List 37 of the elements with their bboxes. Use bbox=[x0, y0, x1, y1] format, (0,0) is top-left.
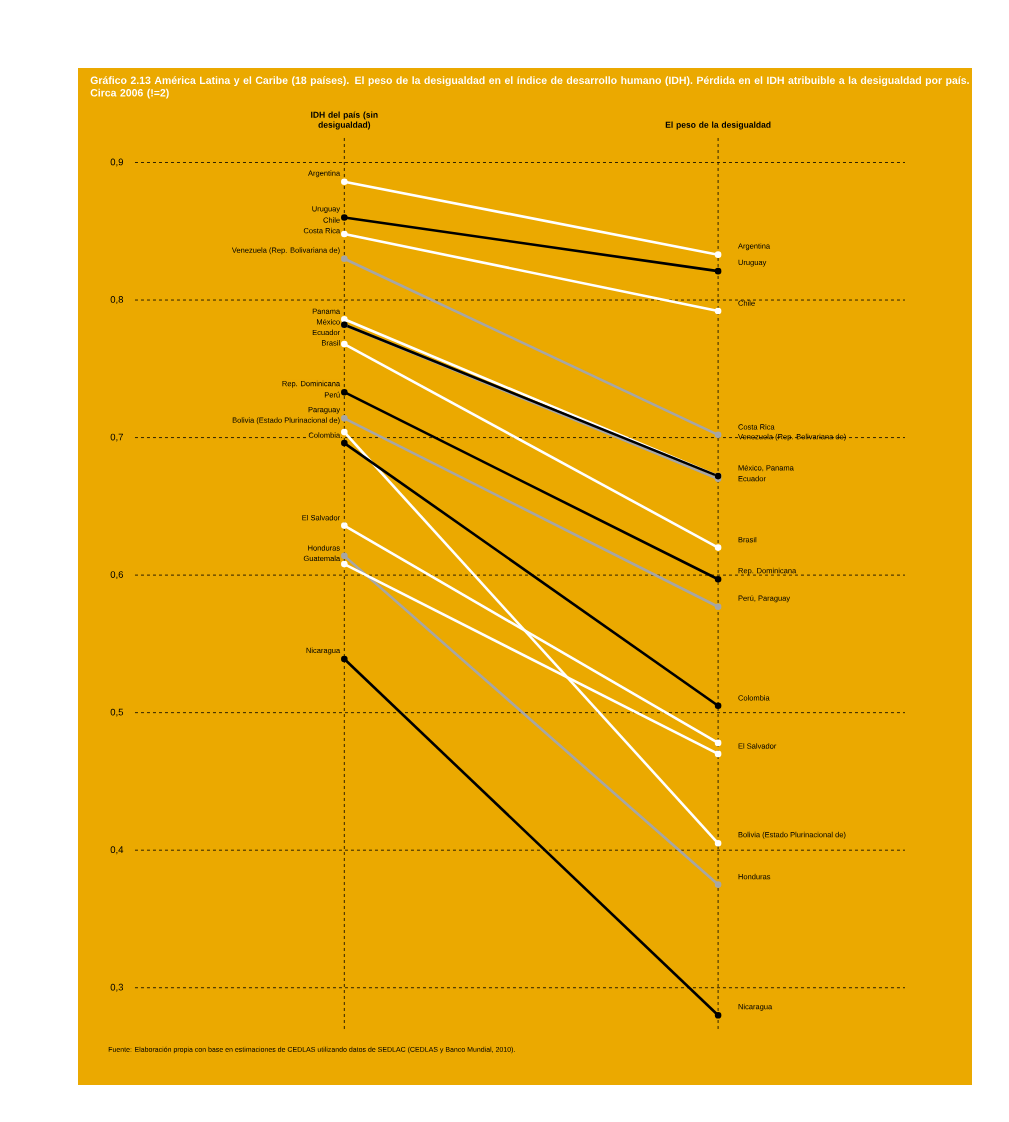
y-tick-label: 0,9 bbox=[110, 158, 124, 167]
chart-title: Gráfico 2.13 América Latina y el Caribe (18 países). El peso de la desigualdad en el índice de desarrollo humano (IDH). Pérdida en el IDH atribuible a la desigualdad por país. Circa 2006 (!=2) bbox=[90, 76, 969, 99]
point bbox=[714, 307, 722, 315]
point bbox=[714, 431, 722, 439]
point bbox=[714, 1011, 722, 1019]
point bbox=[714, 881, 722, 888]
point bbox=[341, 388, 348, 396]
point bbox=[341, 522, 348, 529]
point bbox=[714, 575, 722, 583]
y-tick-label: 0,7 bbox=[110, 433, 123, 442]
point bbox=[341, 178, 348, 186]
point bbox=[714, 251, 722, 258]
point bbox=[341, 439, 348, 447]
x-tick-label: IDH del país (sin desigualdad) bbox=[311, 111, 378, 130]
point bbox=[714, 702, 722, 710]
point bbox=[714, 739, 722, 747]
y-tick-label: 0,4 bbox=[110, 846, 124, 855]
x-tick-label: El peso de la desigualdad bbox=[665, 121, 771, 130]
y-tick-label: 0,6 bbox=[110, 571, 124, 580]
y-tick-label: 0,8 bbox=[110, 296, 124, 304]
y-tick-label: 0,3 bbox=[110, 983, 124, 992]
point bbox=[341, 214, 348, 221]
point bbox=[714, 603, 722, 611]
point bbox=[714, 840, 722, 847]
point bbox=[341, 415, 348, 422]
point bbox=[714, 750, 722, 758]
point bbox=[341, 655, 348, 663]
point bbox=[714, 544, 722, 551]
point bbox=[341, 316, 348, 323]
point bbox=[341, 560, 348, 568]
point bbox=[341, 255, 348, 263]
point bbox=[341, 428, 348, 436]
point bbox=[341, 552, 348, 560]
point bbox=[714, 267, 722, 275]
y-tick-label: 0,5 bbox=[110, 708, 124, 717]
point bbox=[341, 230, 348, 238]
point bbox=[341, 340, 348, 348]
